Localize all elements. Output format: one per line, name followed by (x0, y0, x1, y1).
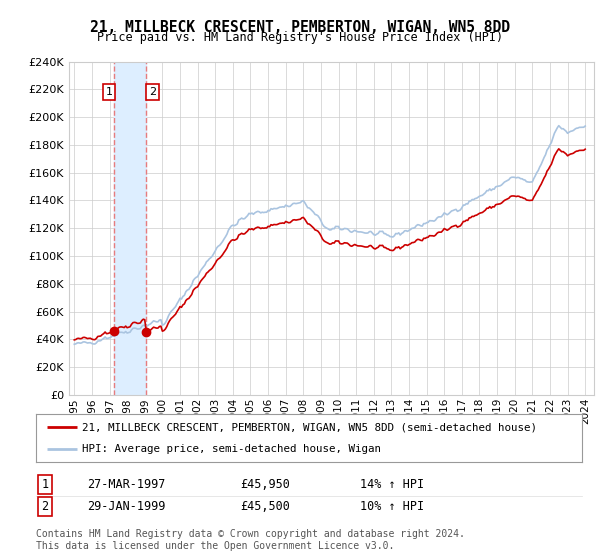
Text: Contains HM Land Registry data © Crown copyright and database right 2024.
This d: Contains HM Land Registry data © Crown c… (36, 529, 465, 551)
Text: 1: 1 (41, 478, 49, 491)
Text: Price paid vs. HM Land Registry's House Price Index (HPI): Price paid vs. HM Land Registry's House … (97, 31, 503, 44)
Text: 21, MILLBECK CRESCENT, PEMBERTON, WIGAN, WN5 8DD (semi-detached house): 21, MILLBECK CRESCENT, PEMBERTON, WIGAN,… (82, 422, 538, 432)
Bar (113, 62, 146, 395)
Text: 21, MILLBECK CRESCENT, PEMBERTON, WIGAN, WN5 8DD: 21, MILLBECK CRESCENT, PEMBERTON, WIGAN,… (90, 20, 510, 35)
Text: 27-MAR-1997: 27-MAR-1997 (87, 478, 166, 491)
Text: 2: 2 (41, 500, 49, 514)
Text: 1: 1 (106, 87, 113, 97)
Text: 29-JAN-1999: 29-JAN-1999 (87, 500, 166, 514)
Text: 10% ↑ HPI: 10% ↑ HPI (360, 500, 424, 514)
Text: £45,500: £45,500 (240, 500, 290, 514)
Text: £45,950: £45,950 (240, 478, 290, 491)
Text: HPI: Average price, semi-detached house, Wigan: HPI: Average price, semi-detached house,… (82, 444, 382, 454)
Text: 2: 2 (149, 87, 156, 97)
Text: 14% ↑ HPI: 14% ↑ HPI (360, 478, 424, 491)
